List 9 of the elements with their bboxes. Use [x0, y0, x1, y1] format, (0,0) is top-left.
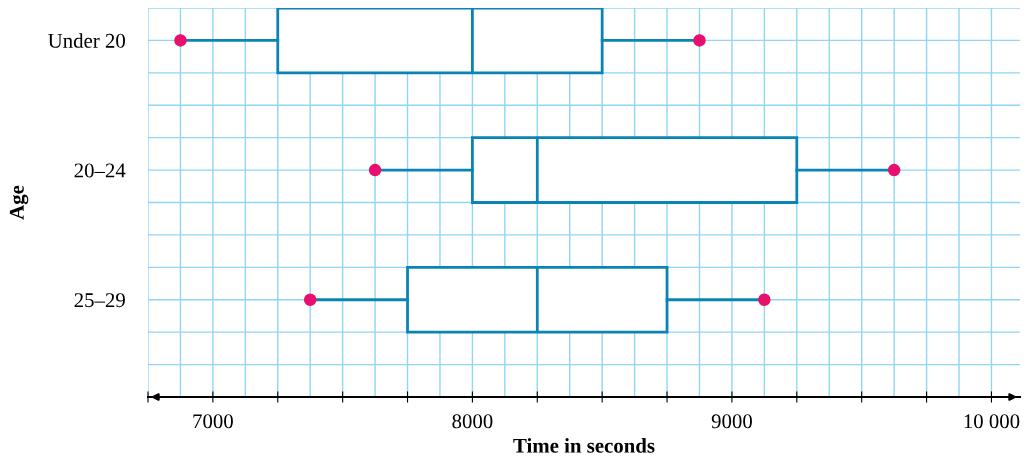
x-tick-label: 8000: [452, 414, 493, 429]
y-axis-title: Age: [9, 185, 29, 220]
x-tick-label: 10 000: [964, 414, 1020, 429]
y-tick-label: Under 20: [48, 33, 125, 48]
x-axis-title: Time in seconds: [513, 438, 655, 453]
x-tick-label: 7000: [193, 414, 233, 429]
x-tick-label: 9000: [711, 414, 752, 429]
y-tick-label: 20–24: [74, 163, 126, 178]
y-tick-label: 25–29: [74, 293, 125, 308]
